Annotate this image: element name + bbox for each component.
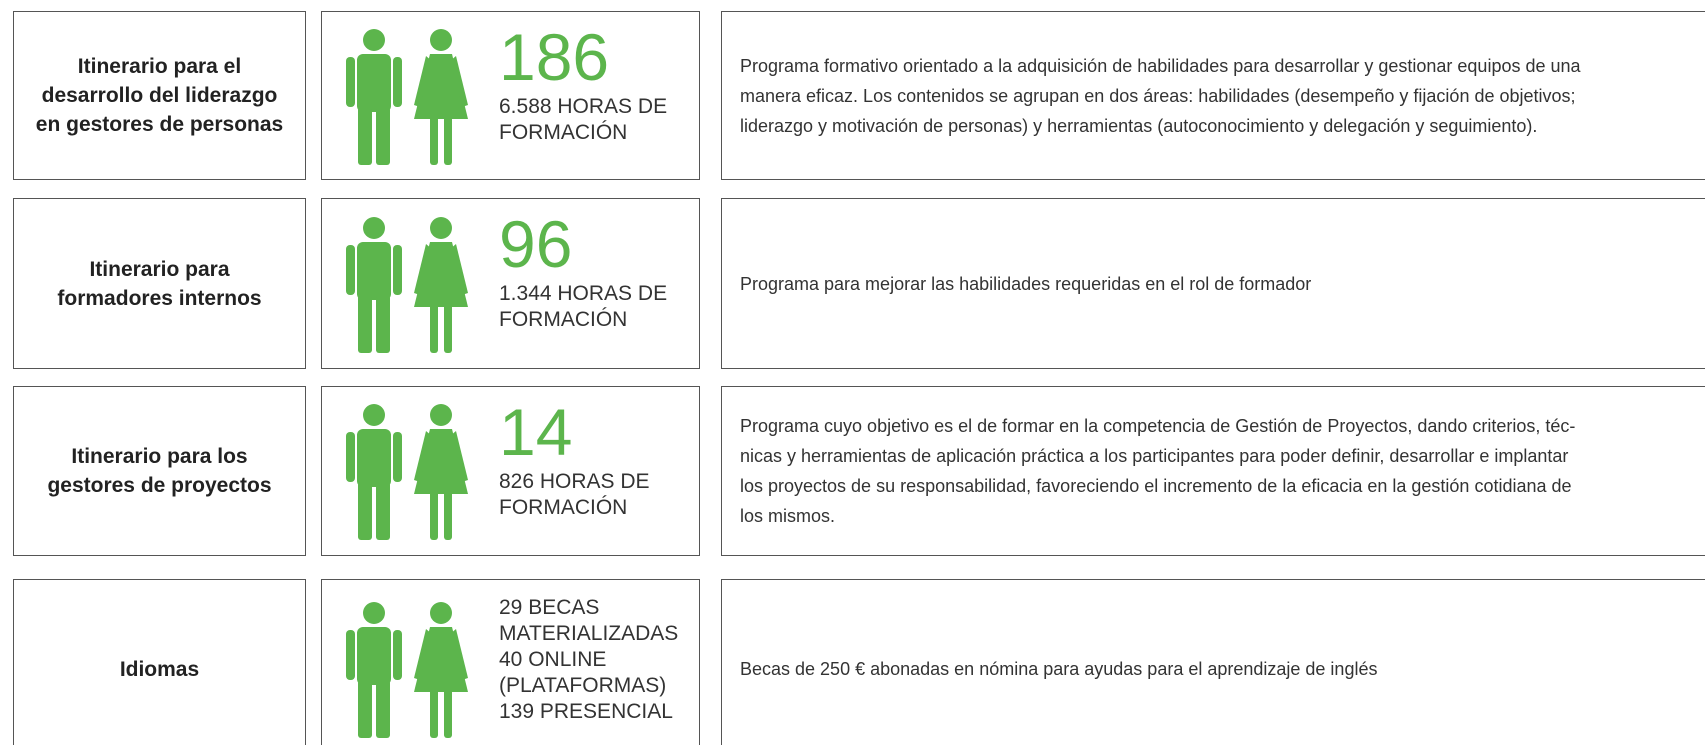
description-line: los mismos.	[740, 506, 836, 526]
title-cell: Itinerario para los gestores de proyectos	[13, 386, 306, 556]
stats: 29 BECAS MATERIALIZADAS 40 ONLINE (PLATAFOR…	[499, 595, 678, 725]
title-line: Itinerario para el	[77, 55, 242, 78]
stats: 6.588 HORAS DE FORMACIÓN	[499, 94, 667, 146]
people-icon	[346, 404, 468, 540]
stats-cell: 14 826 HORAS DE FORMACIÓN	[321, 386, 700, 556]
stats-line: (PLATAFORMAS)	[499, 674, 667, 697]
stats-line: MATERIALIZADAS	[499, 622, 679, 645]
people-icon	[346, 602, 468, 738]
description-line: los proyectos de su responsabilidad, fav…	[740, 476, 1572, 496]
title-line: Itinerario para	[89, 257, 230, 281]
stats-line: 826 HORAS DE	[499, 470, 650, 493]
description-line: nicas y herramientas de aplicación práct…	[740, 446, 1569, 466]
stats-line: 40 ONLINE	[499, 648, 607, 671]
people-icon	[346, 28, 468, 165]
description-cell: Programa para mejorar las habilidades re…	[721, 198, 1705, 369]
count: 14	[499, 395, 573, 469]
icons	[346, 27, 486, 172]
description-cell: Programa cuyo objetivo es el de formar e…	[721, 386, 1705, 556]
stats: 826 HORAS DE FORMACIÓN	[499, 469, 650, 521]
count: 96	[499, 207, 573, 281]
stats-line: 6.588 HORAS DE	[499, 95, 668, 118]
icons	[346, 215, 486, 360]
title-line: formadores internos	[57, 286, 262, 310]
stats-line: FORMACIÓN	[499, 308, 628, 331]
description-line: Programa cuyo objetivo es el de formar e…	[740, 416, 1576, 436]
title-line: Idiomas	[119, 657, 200, 681]
description-cell: Becas de 250 € abonadas en nómina para a…	[721, 579, 1705, 745]
stats-line: 139 PRESENCIAL	[499, 700, 673, 723]
stats-cell: 29 BECAS MATERIALIZADAS 40 ONLINE (PLATAFOR…	[321, 579, 700, 745]
title-line: desarrollo del liderazgo	[41, 84, 278, 107]
stats: 1.344 HORAS DE FORMACIÓN	[499, 281, 667, 333]
stats-cell: 186 6.588 HORAS DE FORMACIÓN	[321, 11, 700, 180]
title-cell: Idiomas	[13, 579, 306, 745]
people-icon	[346, 216, 468, 353]
title-line: en gestores de personas	[35, 113, 284, 136]
description-cell: Programa formativo orientado a la adquis…	[721, 11, 1705, 180]
stats-line: 29 BECAS	[499, 596, 600, 619]
description-line: manera eficaz. Los contenidos se agrupan…	[740, 85, 1576, 106]
icons	[346, 600, 486, 745]
description-line: Programa formativo orientado a la adquis…	[740, 55, 1581, 76]
title-cell: Itinerario para el desarrollo del lideraz…	[13, 11, 306, 180]
description-line: liderazgo y motivación de personas) y he…	[740, 115, 1538, 136]
title-line: gestores de proyectos	[47, 474, 272, 497]
description-line: Programa para mejorar las habilidades re…	[740, 273, 1312, 294]
title-line: Itinerario para los	[71, 445, 248, 468]
description-line: Becas de 250 € abonadas en nómina para a…	[740, 659, 1378, 679]
title-cell: Itinerario para formadores internos	[13, 198, 306, 369]
stats-line: FORMACIÓN	[499, 121, 628, 144]
icons	[346, 402, 486, 547]
stats-line: 1.344 HORAS DE	[499, 282, 668, 305]
stats-cell: 96 1.344 HORAS DE FORMACIÓN	[321, 198, 700, 369]
count: 186	[499, 20, 610, 94]
stats-line: FORMACIÓN	[499, 496, 628, 519]
